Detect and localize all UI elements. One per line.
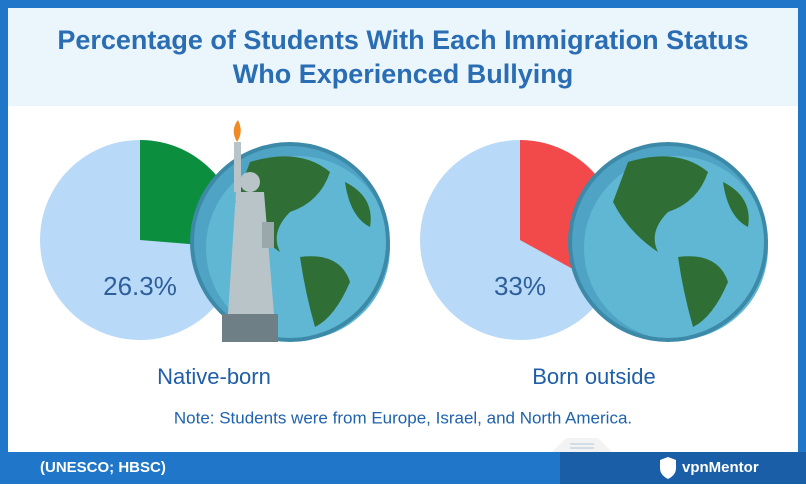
note: Note: Students were from Europe, Israel,… xyxy=(174,408,632,427)
source: (UNESCO; HBSC) xyxy=(40,459,166,476)
brand: vpnMentor xyxy=(682,459,759,476)
title-line: Who Experienced Bullying xyxy=(233,59,574,89)
globe-rim xyxy=(190,142,390,342)
header xyxy=(8,8,798,106)
tab xyxy=(552,438,612,452)
title-line: Percentage of Students With Each Immigra… xyxy=(57,25,748,55)
statue-head xyxy=(240,172,260,192)
brand-icon xyxy=(660,457,676,479)
land xyxy=(300,256,350,327)
land xyxy=(723,182,749,227)
land xyxy=(613,156,708,252)
land xyxy=(678,256,728,327)
torch-flame xyxy=(233,120,241,142)
land xyxy=(345,182,371,227)
value-label: 33% xyxy=(494,271,546,301)
statue-tablet xyxy=(262,222,274,248)
brand-bar xyxy=(560,452,806,484)
category-label: Native-born xyxy=(157,364,271,389)
value-label: 26.3% xyxy=(103,271,177,301)
charts: 26.3% Native-born 33% Born outside xyxy=(40,120,768,389)
statue-base xyxy=(222,314,278,342)
statue-arm xyxy=(234,142,241,192)
category-label: Born outside xyxy=(532,364,656,389)
globe-rim xyxy=(568,142,768,342)
